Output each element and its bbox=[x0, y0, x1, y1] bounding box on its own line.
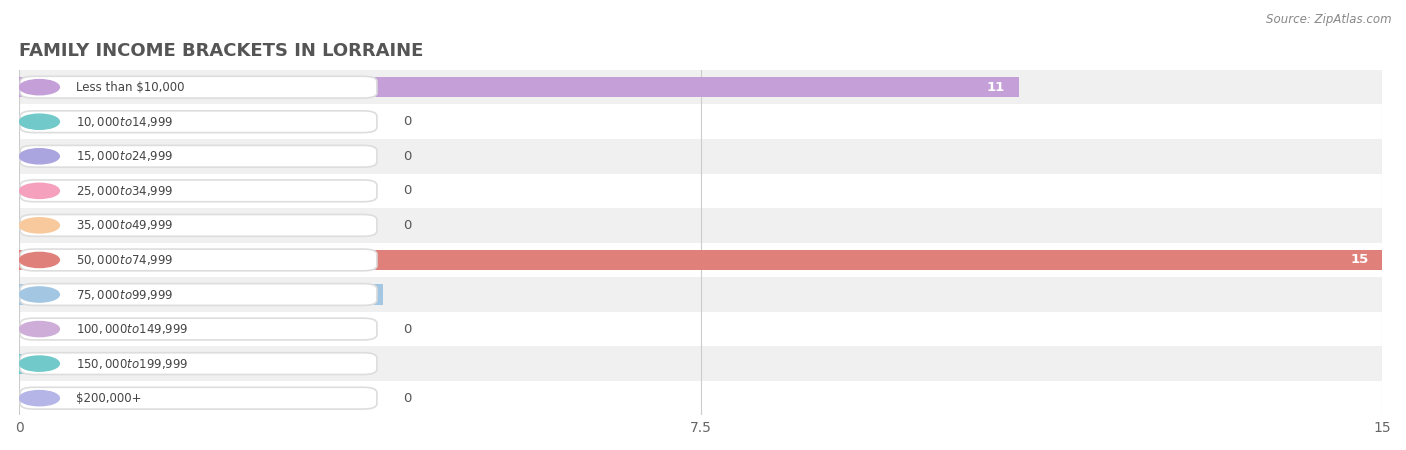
Text: Less than $10,000: Less than $10,000 bbox=[76, 81, 184, 94]
Text: 0: 0 bbox=[404, 323, 412, 336]
Bar bbox=[20, 284, 382, 305]
FancyBboxPatch shape bbox=[20, 284, 377, 306]
Bar bbox=[20, 354, 292, 373]
Bar bbox=[20, 250, 1382, 270]
Text: 0: 0 bbox=[404, 184, 412, 198]
Circle shape bbox=[20, 287, 59, 302]
Text: 3: 3 bbox=[269, 357, 278, 370]
Text: 0: 0 bbox=[404, 150, 412, 163]
Text: FAMILY INCOME BRACKETS IN LORRAINE: FAMILY INCOME BRACKETS IN LORRAINE bbox=[20, 42, 423, 60]
FancyBboxPatch shape bbox=[20, 249, 377, 271]
Bar bbox=[20, 312, 1382, 346]
Circle shape bbox=[20, 218, 59, 233]
Bar bbox=[20, 139, 1382, 174]
Text: $15,000 to $24,999: $15,000 to $24,999 bbox=[76, 149, 173, 163]
FancyBboxPatch shape bbox=[20, 387, 377, 409]
FancyBboxPatch shape bbox=[20, 180, 377, 202]
Circle shape bbox=[20, 252, 59, 268]
Text: 0: 0 bbox=[404, 219, 412, 232]
Text: $50,000 to $74,999: $50,000 to $74,999 bbox=[76, 253, 173, 267]
Text: $35,000 to $49,999: $35,000 to $49,999 bbox=[76, 218, 173, 232]
Bar bbox=[20, 104, 1382, 139]
Text: 4: 4 bbox=[360, 288, 370, 301]
Text: $25,000 to $34,999: $25,000 to $34,999 bbox=[76, 184, 173, 198]
FancyBboxPatch shape bbox=[20, 76, 377, 98]
Text: $100,000 to $149,999: $100,000 to $149,999 bbox=[76, 322, 188, 336]
FancyBboxPatch shape bbox=[20, 145, 377, 167]
Text: $150,000 to $199,999: $150,000 to $199,999 bbox=[76, 356, 188, 371]
Text: Source: ZipAtlas.com: Source: ZipAtlas.com bbox=[1267, 14, 1392, 27]
Text: 11: 11 bbox=[987, 81, 1005, 94]
Text: $75,000 to $99,999: $75,000 to $99,999 bbox=[76, 288, 173, 302]
Circle shape bbox=[20, 321, 59, 337]
FancyBboxPatch shape bbox=[20, 353, 377, 374]
Text: $10,000 to $14,999: $10,000 to $14,999 bbox=[76, 115, 173, 129]
Bar bbox=[20, 70, 1382, 104]
Text: $200,000+: $200,000+ bbox=[76, 392, 141, 405]
FancyBboxPatch shape bbox=[20, 111, 377, 133]
Text: 0: 0 bbox=[404, 115, 412, 128]
Bar bbox=[20, 277, 1382, 312]
Bar bbox=[20, 381, 1382, 415]
Text: 0: 0 bbox=[404, 392, 412, 405]
Bar bbox=[20, 208, 1382, 243]
Circle shape bbox=[20, 148, 59, 164]
Bar bbox=[20, 77, 1019, 97]
FancyBboxPatch shape bbox=[20, 215, 377, 236]
Text: 15: 15 bbox=[1350, 253, 1368, 266]
Circle shape bbox=[20, 391, 59, 406]
FancyBboxPatch shape bbox=[20, 318, 377, 340]
Bar bbox=[20, 243, 1382, 277]
Bar bbox=[20, 346, 1382, 381]
Bar bbox=[20, 174, 1382, 208]
Circle shape bbox=[20, 356, 59, 371]
Circle shape bbox=[20, 183, 59, 198]
Circle shape bbox=[20, 80, 59, 95]
Circle shape bbox=[20, 114, 59, 129]
